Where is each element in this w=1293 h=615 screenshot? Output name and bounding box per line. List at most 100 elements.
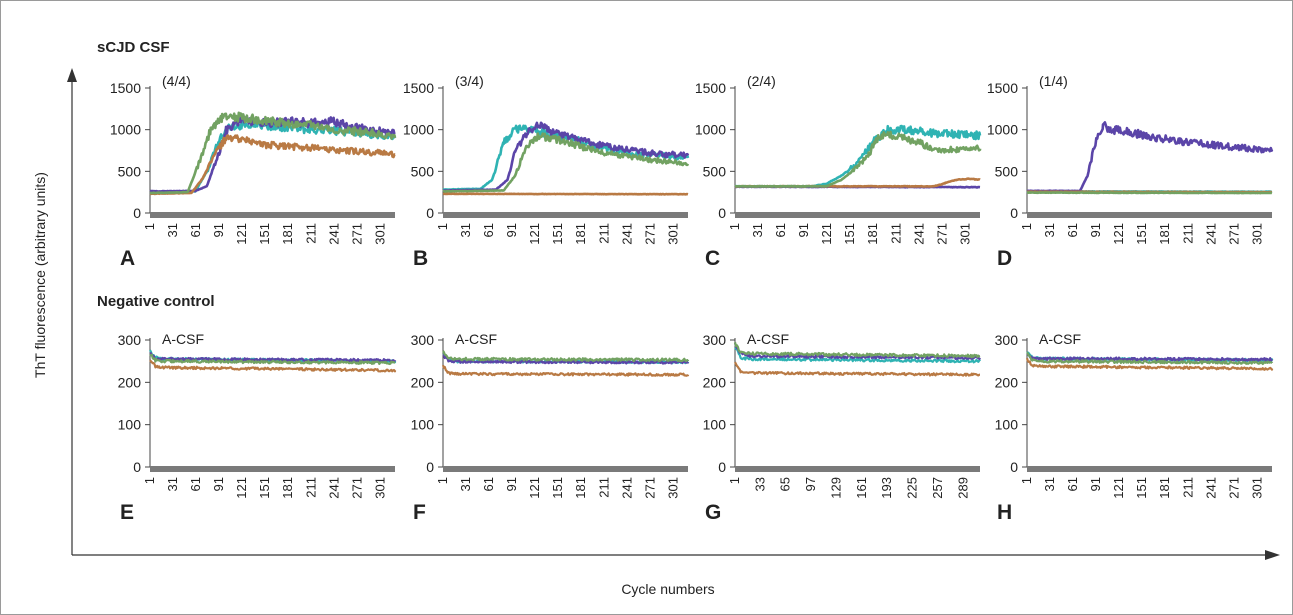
x-tick-label: 121 (527, 223, 542, 245)
series-line-green (733, 342, 981, 359)
x-tick-label: 151 (550, 223, 565, 245)
x-tick-label: 301 (957, 223, 972, 245)
x-tick-label: 151 (1134, 477, 1149, 499)
x-tick-label: 121 (527, 477, 542, 499)
x-tick-label: 241 (326, 223, 341, 245)
shared-x-axis-arrow (1265, 550, 1280, 560)
shared-y-axis-arrow (67, 68, 77, 82)
x-tick-label: 1 (727, 477, 742, 484)
x-tick-label: 181 (573, 223, 588, 245)
y-axis-title: ThT fluorescence (arbitrary units) (32, 172, 48, 378)
x-tick-label: 31 (458, 477, 473, 491)
panel-letter: G (705, 501, 721, 524)
x-tick-label: 301 (1249, 477, 1264, 499)
x-tick-label: 31 (458, 223, 473, 237)
series-line-green (734, 130, 982, 188)
x-tick-label: 211 (888, 223, 903, 244)
x-tick-label: 1 (435, 223, 450, 230)
series-line-purple (1026, 352, 1274, 362)
panel-h: 0 100 200 300 1 31 61 91 121 151 181 211 241 271 301 H A… (995, 331, 1274, 524)
x-tick-label: 97 (803, 477, 818, 491)
x-tick-label: 271 (1226, 223, 1241, 245)
y-tick-label: 500 (118, 163, 142, 179)
x-tick-label: 181 (1157, 477, 1172, 499)
x-axis-bar (150, 466, 395, 472)
x-tick-label: 301 (665, 477, 680, 499)
series-line-green (149, 111, 397, 195)
y-tick-label: 0 (718, 459, 726, 475)
x-tick-label: 181 (865, 223, 880, 245)
x-tick-label: 121 (1111, 223, 1126, 245)
y-tick-label: 1000 (695, 122, 726, 138)
panel-letter: B (413, 247, 428, 270)
panel-f: 0 100 200 300 1 31 61 91 121 151 181 211 241 271 301 F A… (411, 331, 690, 524)
x-tick-label: 301 (372, 477, 387, 499)
x-tick-label: 1 (435, 477, 450, 484)
panel-annotation: A-CSF (162, 331, 204, 347)
panel-annotation: A-CSF (747, 331, 789, 347)
y-tick-label: 200 (995, 374, 1019, 390)
panel-letter: E (120, 501, 134, 524)
y-tick-label: 1000 (987, 122, 1018, 138)
x-tick-label: 31 (165, 477, 180, 491)
x-tick-label: 301 (1249, 223, 1264, 245)
series-line-orange (442, 192, 689, 196)
y-tick-label: 300 (118, 332, 142, 348)
x-tick-label: 181 (280, 477, 295, 499)
x-tick-label: 181 (1157, 223, 1172, 245)
x-axis-bar (443, 466, 688, 472)
panel-b: 0 500 1000 1500 1 31 61 91 121 151 181 211 241 271 301… (403, 73, 690, 270)
x-tick-label: 241 (911, 223, 926, 245)
x-tick-label: 61 (481, 477, 496, 491)
x-tick-label: 211 (303, 223, 318, 244)
x-tick-label: 1 (142, 223, 157, 230)
x-tick-label: 31 (1042, 477, 1057, 491)
x-axis-bar (1027, 212, 1272, 218)
x-tick-label: 211 (1180, 477, 1195, 498)
panel-g: 0 100 200 300 1 33 65 97 129 161 193 225 257 289 G A-CS… (703, 331, 981, 524)
panel-annotation: A-CSF (455, 331, 497, 347)
panel-a: 0 500 1000 1500 1 31 61 91 121 151 181 211 241 271 301… (110, 73, 397, 270)
x-tick-label: 181 (280, 223, 295, 245)
panel-e: 0 100 200 300 1 31 61 91 121 151 181 211 241 271 301 E A… (118, 331, 397, 524)
y-tick-label: 300 (703, 332, 727, 348)
x-tick-label: 61 (188, 223, 203, 237)
x-axis-bar (443, 212, 688, 218)
series-line-green (1026, 191, 1273, 195)
y-tick-label: 1000 (403, 122, 434, 138)
panel-letter: C (705, 247, 720, 270)
x-axis-bar (735, 212, 980, 218)
x-tick-label: 211 (596, 477, 611, 498)
panel-annotation: (3/4) (455, 73, 484, 89)
y-tick-label: 0 (1010, 205, 1018, 221)
x-tick-label: 241 (326, 477, 341, 499)
x-tick-label: 121 (234, 223, 249, 245)
series-line-teal (734, 346, 981, 364)
x-tick-label: 61 (773, 223, 788, 237)
series-line-orange (441, 364, 690, 377)
x-tick-label: 91 (211, 223, 226, 237)
y-tick-label: 0 (426, 205, 434, 221)
y-tick-label: 300 (411, 332, 435, 348)
x-tick-label: 271 (642, 223, 657, 245)
x-tick-label: 129 (828, 477, 843, 499)
x-tick-label: 301 (372, 223, 387, 245)
x-tick-label: 181 (573, 477, 588, 499)
y-tick-label: 1500 (110, 80, 141, 96)
series-line-orange (149, 134, 396, 196)
y-tick-label: 0 (1010, 459, 1018, 475)
x-tick-label: 91 (1088, 477, 1103, 491)
y-tick-label: 200 (118, 374, 142, 390)
x-tick-label: 65 (778, 477, 793, 491)
x-tick-label: 161 (854, 477, 869, 499)
x-tick-label: 91 (504, 477, 519, 491)
y-tick-label: 200 (703, 374, 727, 390)
panel-annotation: A-CSF (1039, 331, 1081, 347)
section-title-positive: sCJD CSF (97, 39, 170, 56)
x-tick-label: 271 (642, 477, 657, 499)
x-tick-label: 121 (234, 477, 249, 499)
x-tick-label: 151 (257, 477, 272, 499)
x-tick-label: 193 (879, 477, 894, 499)
x-tick-label: 241 (1203, 477, 1218, 499)
x-tick-label: 91 (796, 223, 811, 237)
